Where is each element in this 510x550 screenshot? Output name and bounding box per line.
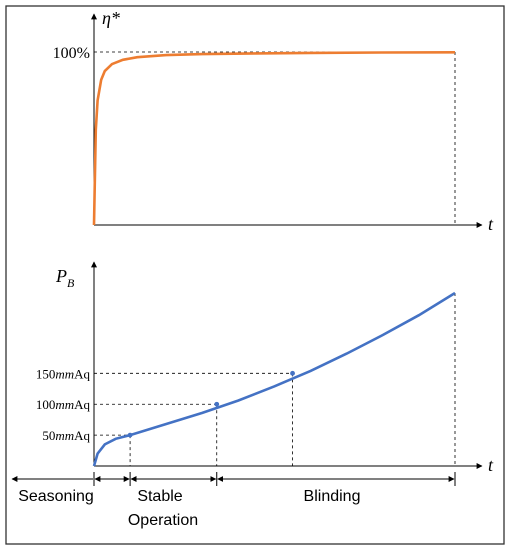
pressure-y-label: PB (55, 266, 75, 290)
phase-label-operation: Operation (128, 512, 198, 529)
pressure-chart: PB t 50mmAq 100mmAq 150mmAq Seasoning Stab… (11, 261, 494, 529)
pressure-tick-label: 100mmAq (36, 397, 91, 412)
pressure-tick-label: 50mmAq (42, 428, 90, 443)
phase-label-blinding: Blinding (304, 488, 361, 505)
pressure-x-label: t (488, 455, 494, 475)
pressure-markers (127, 370, 295, 438)
efficiency-x-label: t (488, 214, 494, 234)
phase-indicators (11, 472, 456, 486)
pressure-tick-label: 150mmAq (36, 366, 91, 381)
efficiency-y-label: η* (102, 8, 120, 28)
pressure-series-line (92, 291, 456, 467)
figure-border (5, 5, 505, 545)
efficiency-y-tick-label: 100% (53, 45, 90, 62)
phase-label-stable: Stable (137, 488, 182, 505)
pressure-guides (94, 293, 456, 466)
efficiency-series-line (92, 51, 456, 226)
pressure-marker (127, 432, 133, 438)
pressure-tick-labels: 50mmAq 100mmAq 150mmAq (36, 366, 91, 443)
phase-label-seasoning: Seasoning (18, 488, 94, 505)
pressure-marker (290, 370, 295, 376)
efficiency-chart: η* t 100% (53, 8, 494, 234)
pressure-marker (214, 401, 220, 407)
